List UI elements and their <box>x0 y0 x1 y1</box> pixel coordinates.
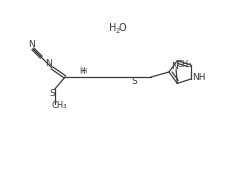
Text: S: S <box>131 77 137 86</box>
Text: H: H <box>79 68 85 77</box>
Text: N: N <box>171 62 178 71</box>
Text: H: H <box>109 23 117 33</box>
Text: N: N <box>46 59 52 68</box>
Text: O: O <box>118 23 126 33</box>
Text: H: H <box>81 68 87 74</box>
Text: CH₃: CH₃ <box>176 60 192 69</box>
Text: NH: NH <box>192 73 205 81</box>
Text: N: N <box>28 40 35 49</box>
Text: 2: 2 <box>115 28 120 34</box>
Text: CH₃: CH₃ <box>52 101 67 110</box>
Text: S: S <box>50 89 56 98</box>
